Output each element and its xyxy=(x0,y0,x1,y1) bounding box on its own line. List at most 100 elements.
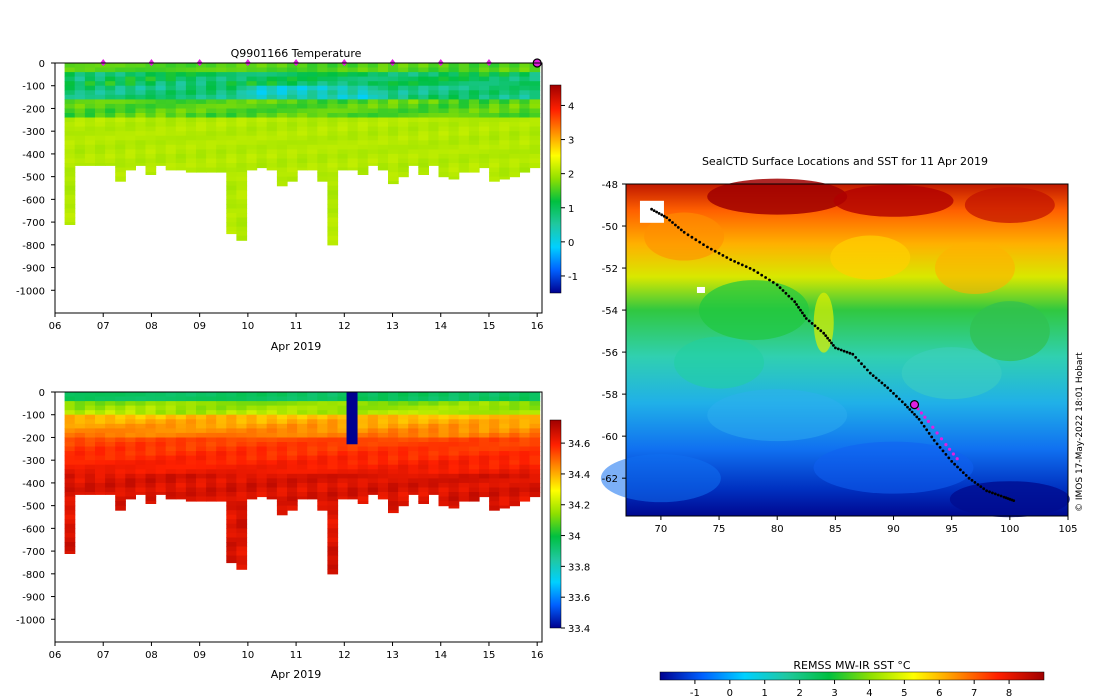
profile-cell xyxy=(428,437,440,443)
profile-cell xyxy=(398,90,409,96)
profile-cell xyxy=(489,117,500,123)
track-point xyxy=(819,329,823,333)
profile-cell xyxy=(115,113,126,119)
profile-cell xyxy=(165,113,177,119)
colorbar-tick-label: 33.4 xyxy=(568,624,590,635)
profile-cell xyxy=(135,135,147,141)
profile-cell xyxy=(327,392,339,398)
profile-cell xyxy=(74,94,86,100)
profile-cell xyxy=(357,103,369,109)
profile-cell xyxy=(105,63,116,69)
profile-cell xyxy=(388,396,399,402)
profile-cell xyxy=(448,85,460,91)
profile-cell xyxy=(236,222,248,228)
profile-cell xyxy=(64,158,76,164)
profile-cell xyxy=(529,81,541,87)
profile-cell xyxy=(216,90,227,96)
profile-cell xyxy=(448,492,460,498)
profile-cell xyxy=(438,432,450,438)
profile-cell xyxy=(519,85,531,91)
profile-cell xyxy=(155,414,167,420)
colorbar-tick-label: -1 xyxy=(568,272,578,283)
profile-cell xyxy=(418,113,429,119)
profile-cell xyxy=(256,67,268,73)
profile-cell xyxy=(145,163,157,169)
profile-cell xyxy=(317,496,328,502)
track-point xyxy=(866,368,869,372)
salinity-x-ticks: 06 07 08 09 10 11 12 13 14 15 16 xyxy=(49,642,544,661)
profile-cell xyxy=(135,492,147,495)
profile-cell xyxy=(408,460,419,466)
profile-cell xyxy=(479,108,490,114)
profile-cell xyxy=(236,546,248,552)
track-point xyxy=(665,216,669,220)
profile-cell xyxy=(489,140,500,146)
profile-cell xyxy=(408,419,419,425)
profile-cell xyxy=(276,149,288,155)
sst-colorbar-tick-label: 3 xyxy=(831,688,837,699)
profile-cell xyxy=(236,94,248,100)
profile-cell xyxy=(307,464,318,470)
profile-cell xyxy=(337,167,349,171)
profile-cell xyxy=(529,149,541,155)
profile-cell xyxy=(246,396,258,402)
profile-cell xyxy=(398,103,409,109)
profile-cell xyxy=(145,405,157,411)
profile-cell xyxy=(216,396,227,402)
profile-cell xyxy=(297,94,308,100)
profile-cell xyxy=(418,392,429,398)
profile-cell xyxy=(185,414,197,420)
profile-cell xyxy=(347,149,359,155)
profile-cell xyxy=(287,153,298,159)
profile-cell xyxy=(307,99,318,105)
profile-cell xyxy=(398,432,409,438)
profile-cell xyxy=(428,401,440,407)
profile-cell xyxy=(317,167,328,173)
profile-cell xyxy=(125,153,136,159)
profile-cell xyxy=(226,464,237,470)
profile-cell xyxy=(226,432,237,438)
salinity-x-label: Apr 2019 xyxy=(271,668,322,681)
profile-cell xyxy=(84,455,96,461)
profile-cell xyxy=(479,126,490,132)
profile-cell xyxy=(115,487,126,493)
profile-cell xyxy=(125,67,136,73)
profile-cell xyxy=(115,163,126,169)
profile-cell xyxy=(276,437,288,443)
profile-cell xyxy=(388,163,399,169)
profile-cell xyxy=(206,163,217,169)
recent-track-point xyxy=(948,447,952,451)
profile-cell xyxy=(95,455,106,461)
profile-cell xyxy=(377,103,389,109)
profile-cell xyxy=(337,432,349,438)
profile-cell xyxy=(499,108,510,114)
profile-cell xyxy=(367,149,379,155)
profile-cell xyxy=(327,419,339,425)
profile-cell xyxy=(519,455,531,461)
profile-cell xyxy=(489,432,500,438)
profile-cell xyxy=(276,419,288,425)
profile-cell xyxy=(196,492,207,498)
profile-cell xyxy=(226,423,237,429)
profile-cell xyxy=(327,113,339,119)
profile-cell xyxy=(155,405,167,411)
profile-cell xyxy=(408,464,419,470)
profile-cell xyxy=(479,117,490,123)
profile-cell xyxy=(256,103,268,109)
track-point xyxy=(988,490,991,494)
profile-cell xyxy=(226,396,237,402)
profile-cell xyxy=(196,410,207,416)
profile-cell xyxy=(74,432,86,438)
profile-cell xyxy=(64,117,76,123)
profile-cell xyxy=(519,81,531,87)
profile-cell xyxy=(185,167,197,173)
profile-cell xyxy=(266,482,278,488)
profile-cell xyxy=(246,442,258,448)
profile-cell xyxy=(408,410,419,416)
temperature-y-ticks: 0-100-200-300-400-500-600-700-800-900-10… xyxy=(16,59,55,297)
profile-cell xyxy=(367,423,379,429)
profile-cell xyxy=(367,392,379,398)
profile-cell xyxy=(276,464,288,470)
profile-cell xyxy=(408,117,419,123)
profile-cell xyxy=(206,482,217,488)
